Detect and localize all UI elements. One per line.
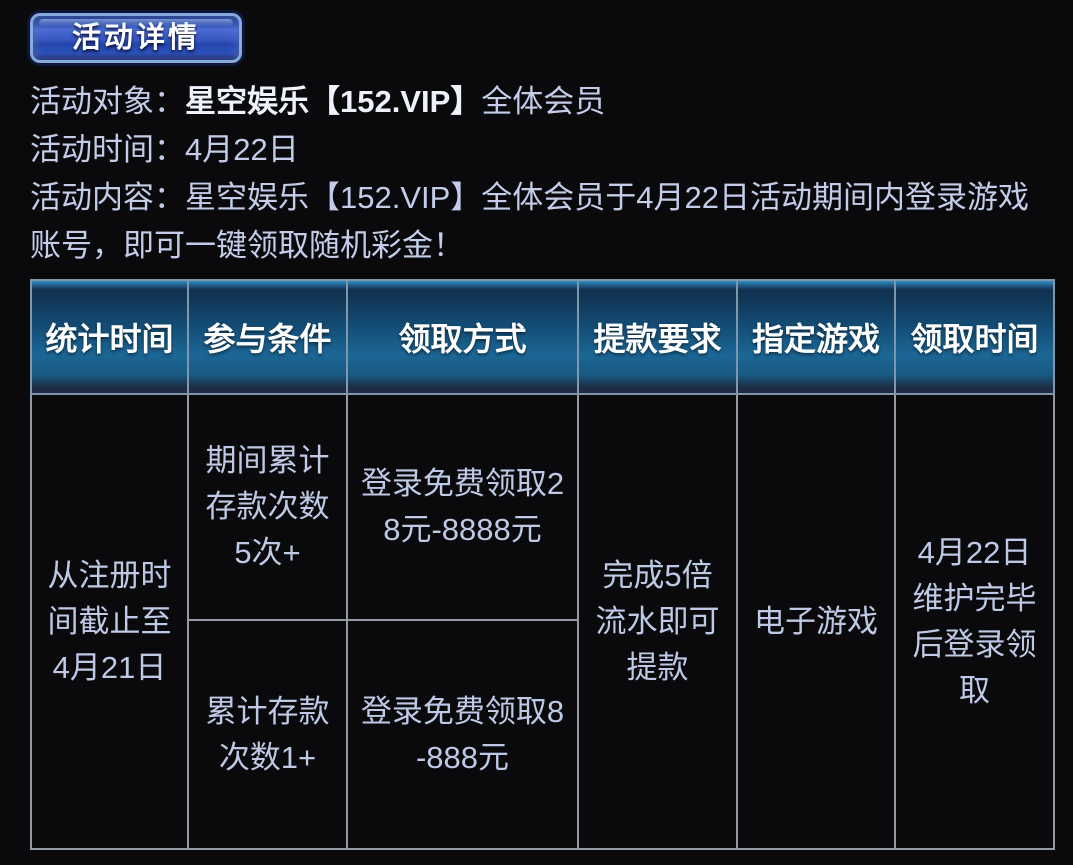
activity-target-label: 活动对象： xyxy=(30,84,185,119)
table-row: 从注册时间截止至4月21日 期间累计存款次数5次+ 登录免费领取28元-8888… xyxy=(30,393,1055,850)
activity-content-value: 星空娱乐【152.VIP】全体会员于4月22日活动期间内登录游戏账号，即可一键领… xyxy=(30,180,1030,263)
activity-info: 活动对象：星空娱乐【152.VIP】全体会员 活动时间：4月22日 活动内容：星… xyxy=(30,78,1050,270)
clipped-note-text: 注： xyxy=(30,856,92,865)
activity-content-label: 活动内容： xyxy=(30,180,185,215)
activity-details-button[interactable]: 活动详情 xyxy=(30,13,242,63)
header-withdraw-requirement: 提款要求 xyxy=(577,279,738,395)
promo-table: 统计时间 参与条件 领取方式 提款要求 指定游戏 领取时间 从注册时间截止至4月… xyxy=(30,279,1055,850)
header-stat-time: 统计时间 xyxy=(30,279,189,395)
cell-stat-time: 从注册时间截止至4月21日 xyxy=(30,393,189,850)
cell-condition-2: 累计存款次数1+ xyxy=(187,619,348,850)
activity-time-line: 活动时间：4月22日 xyxy=(30,126,1050,174)
activity-time-label: 活动时间： xyxy=(30,132,185,167)
activity-target-line: 活动对象：星空娱乐【152.VIP】全体会员 xyxy=(30,78,1050,126)
activity-content-line: 活动内容：星空娱乐【152.VIP】全体会员于4月22日活动期间内登录游戏账号，… xyxy=(30,174,1050,270)
header-claim-method: 领取方式 xyxy=(346,279,579,395)
cell-designated-game: 电子游戏 xyxy=(736,393,896,850)
header-claim-time: 领取时间 xyxy=(894,279,1055,395)
cell-method-2: 登录免费领取8-888元 xyxy=(346,619,579,850)
cell-method-1: 登录免费领取28元-8888元 xyxy=(346,393,579,621)
activity-time-value: 4月22日 xyxy=(185,132,299,167)
cell-condition-1: 期间累计存款次数5次+ xyxy=(187,393,348,621)
header-condition: 参与条件 xyxy=(187,279,348,395)
activity-target-suffix: 全体会员 xyxy=(481,84,606,119)
cell-withdraw-requirement: 完成5倍流水即可提款 xyxy=(577,393,738,850)
cell-claim-time: 4月22日维护完毕后登录领取 xyxy=(894,393,1055,850)
table-row: 累计存款次数1+ 登录免费领取8-888元 xyxy=(31,619,1054,850)
header-designated-game: 指定游戏 xyxy=(736,279,896,395)
brand-name: 星空娱乐【152.VIP】 xyxy=(185,84,482,119)
table-header-row: 统计时间 参与条件 领取方式 提款要求 指定游戏 领取时间 xyxy=(30,279,1055,395)
